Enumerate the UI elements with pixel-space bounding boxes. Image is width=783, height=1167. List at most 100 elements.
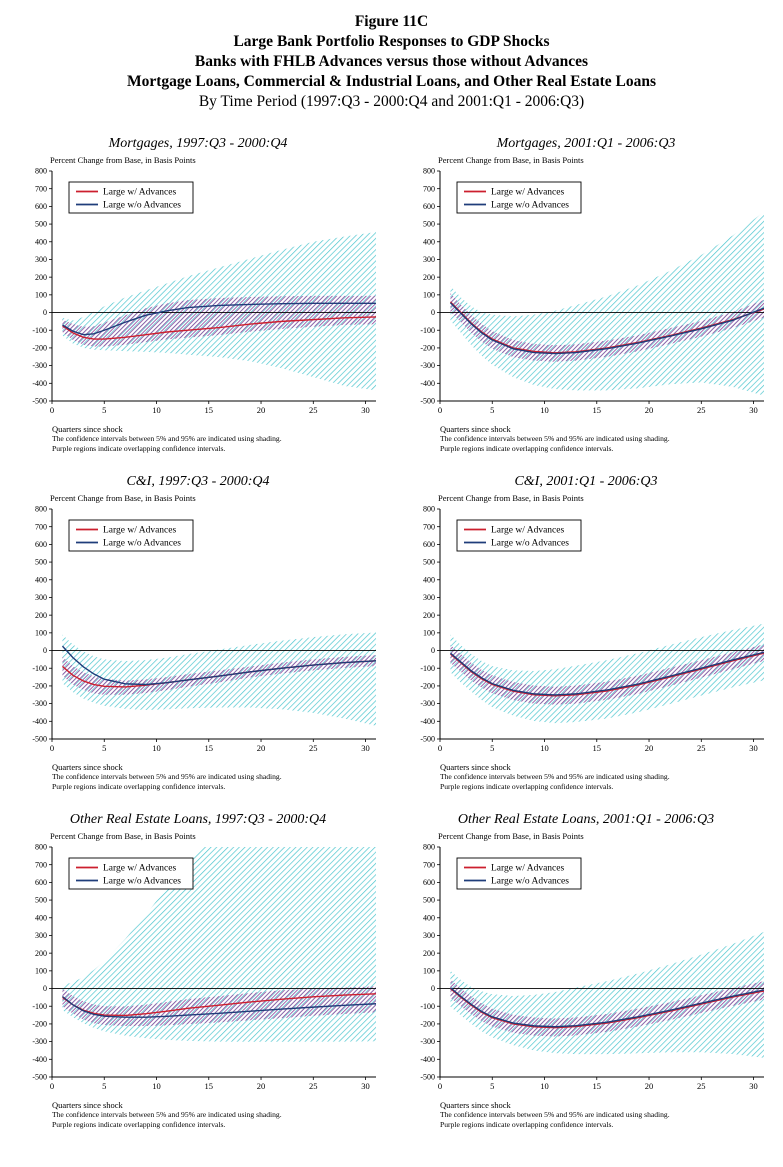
y-tick-label: -400 <box>32 717 47 726</box>
legend-box: Large w/ Advances Large w/o Advances <box>68 519 194 552</box>
line-large-without-advances <box>62 995 376 1018</box>
chart-subtitle: Percent Change from Base, in Basis Point… <box>50 155 196 165</box>
x-tick-label: 10 <box>152 1081 161 1091</box>
figure-number: Figure 11C <box>354 13 429 30</box>
x-tick-label: 0 <box>438 405 442 415</box>
chart-canvas: 8007006005004003002001000-100-200-300-40… <box>32 505 376 753</box>
x-tick-label: 5 <box>490 1081 494 1091</box>
legend-label-without-advances: Large w/o Advances <box>491 201 569 211</box>
line-large-without-advances <box>62 302 376 336</box>
x-tick-label: 15 <box>593 743 602 753</box>
y-tick-label: 300 <box>423 255 435 264</box>
y-tick-label: -500 <box>32 735 47 744</box>
x-tick-label: 25 <box>697 743 706 753</box>
chart-footnotes: Quarters since shock The confidence inte… <box>52 424 384 454</box>
x-tick-label: 10 <box>540 1081 549 1091</box>
y-tick-label: 500 <box>423 896 435 905</box>
y-tick-label: 200 <box>35 611 47 620</box>
figure-subtitle: By Time Period (1997:Q3 - 2000:Q4 and 20… <box>198 93 585 110</box>
x-tick-label: 30 <box>749 1081 758 1091</box>
line-large-without-advances <box>449 651 764 696</box>
footnote-shading: The confidence intervals between 5% and … <box>52 1110 282 1119</box>
y-tick-label: 100 <box>35 628 47 637</box>
footnote-shading: The confidence intervals between 5% and … <box>440 1110 670 1119</box>
legend-box: Large w/ Advances Large w/o Advances <box>456 519 582 552</box>
x-tick-label: 30 <box>361 743 370 753</box>
y-tick-label: -500 <box>32 397 47 406</box>
y-tick-label: 700 <box>35 522 47 531</box>
legend-label-without-advances: Large w/o Advances <box>491 539 569 549</box>
y-tick-label: -100 <box>420 326 435 335</box>
footnote-purple: Purple regions indicate overlapping conf… <box>52 444 226 453</box>
x-tick-label: 5 <box>102 743 106 753</box>
y-tick-label: 300 <box>35 931 47 940</box>
x-tick-label: 0 <box>438 1081 442 1091</box>
footnote-purple: Purple regions indicate overlapping conf… <box>440 1120 614 1129</box>
y-tick-label: 600 <box>35 202 47 211</box>
chart-title: Other Real Estate Loans, 1997:Q3 - 2000:… <box>69 812 327 827</box>
chart-subtitle: Percent Change from Base, in Basis Point… <box>438 831 584 841</box>
x-tick-label: 20 <box>257 743 266 753</box>
x-tick-label: 25 <box>309 743 318 753</box>
line-large-without-advances <box>449 987 764 1028</box>
x-tick-label: 15 <box>205 1081 214 1091</box>
y-tick-label: 700 <box>423 860 435 869</box>
y-tick-label: 700 <box>423 522 435 531</box>
y-tick-label: -400 <box>420 1055 435 1064</box>
footnote-purple: Purple regions indicate overlapping conf… <box>52 782 226 791</box>
y-tick-label: 200 <box>35 273 47 282</box>
x-tick-label: 15 <box>593 1081 602 1091</box>
chart-title: Other Real Estate Loans, 2001:Q1 - 2006:… <box>457 812 715 827</box>
legend-label-with-advances: Large w/ Advances <box>103 188 176 198</box>
chart-title: Mortgages, 1997:Q3 - 2000:Q4 <box>108 136 288 151</box>
y-tick-label: -500 <box>420 1073 435 1082</box>
y-tick-label: -400 <box>420 379 435 388</box>
x-tick-label: 10 <box>152 743 161 753</box>
x-axis-caption: Quarters since shock <box>440 1100 511 1110</box>
y-tick-label: -400 <box>420 717 435 726</box>
y-tick-label: 800 <box>423 843 435 852</box>
line-large-with-advances <box>62 993 376 1017</box>
y-tick-label: -100 <box>420 1002 435 1011</box>
y-tick-label: 100 <box>423 628 435 637</box>
x-tick-label: 25 <box>309 1081 318 1091</box>
y-tick-label: 800 <box>35 167 47 176</box>
figure-title-line-3: Mortgage Loans, Commercial & Industrial … <box>126 73 656 90</box>
y-tick-label: 0 <box>431 308 435 317</box>
y-tick-label: -200 <box>420 344 435 353</box>
y-tick-label: 300 <box>35 593 47 602</box>
footnote-purple: Purple regions indicate overlapping conf… <box>440 782 614 791</box>
footnote-shading: The confidence intervals between 5% and … <box>52 772 282 781</box>
y-tick-label: 200 <box>423 273 435 282</box>
x-tick-label: 30 <box>361 1081 370 1091</box>
x-axis-caption: Quarters since shock <box>52 1100 123 1110</box>
x-tick-label: 10 <box>152 405 161 415</box>
x-axis-caption: Quarters since shock <box>440 424 511 434</box>
footnote-shading: The confidence intervals between 5% and … <box>440 434 670 443</box>
legend-label-with-advances: Large w/ Advances <box>491 188 564 198</box>
y-tick-label: -200 <box>32 682 47 691</box>
y-tick-label: 600 <box>423 540 435 549</box>
y-tick-label: 0 <box>43 308 47 317</box>
y-tick-label: -100 <box>32 664 47 673</box>
x-tick-label: 30 <box>749 405 758 415</box>
y-tick-label: -300 <box>32 1037 47 1046</box>
confidence-band-overlap <box>450 644 764 705</box>
y-tick-label: 400 <box>423 237 435 246</box>
y-tick-label: 100 <box>35 966 47 975</box>
chart-title: C&I, 2001:Q1 - 2006:Q3 <box>514 474 658 489</box>
y-tick-label: 600 <box>423 878 435 887</box>
y-tick-label: 800 <box>423 505 435 514</box>
y-tick-label: -200 <box>420 682 435 691</box>
x-axis-caption: Quarters since shock <box>440 762 511 772</box>
legend-label-without-advances: Large w/o Advances <box>491 877 569 887</box>
legend-box: Large w/ Advances Large w/o Advances <box>68 181 194 214</box>
line-large-with-advances <box>449 652 764 697</box>
chart-footnotes: Quarters since shock The confidence inte… <box>52 762 384 792</box>
confidence-band-overlap <box>450 293 764 362</box>
y-tick-label: 0 <box>431 984 435 993</box>
chart-panel-mortgages-1997: Mortgages, 1997:Q3 - 2000:Q4 Percent Cha… <box>12 136 384 454</box>
x-tick-label: 20 <box>645 1081 654 1091</box>
chart-subtitle: Percent Change from Base, in Basis Point… <box>50 831 196 841</box>
